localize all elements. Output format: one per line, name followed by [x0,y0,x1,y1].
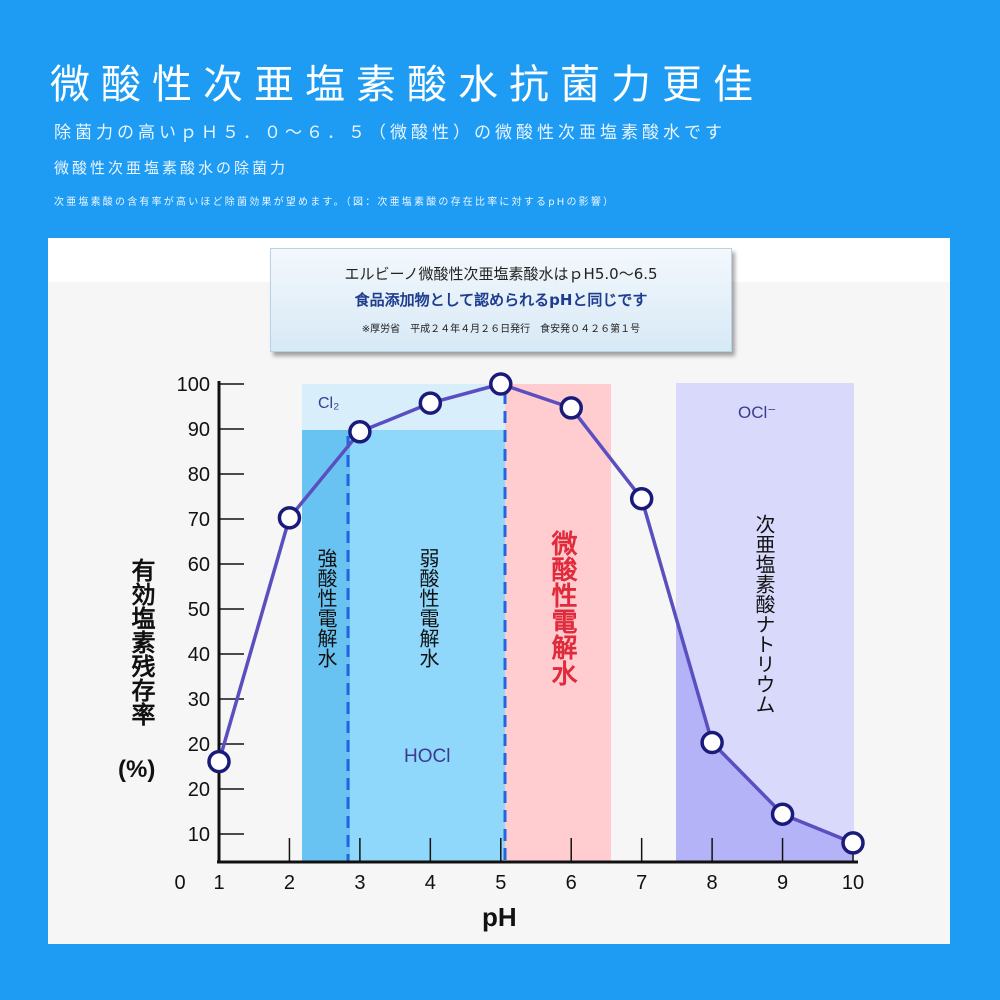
hocl-label: HOCl [404,746,450,767]
x-tick-label: 5 [495,872,506,894]
weak-acid-label: 弱酸性電解水 [416,548,440,668]
strong-acid-zone [302,430,350,862]
data-point [207,749,231,774]
y-tick-label: 90 [188,419,210,441]
ocl-label: OCl⁻ [738,403,776,422]
notice-line-3: ※厚労省 平成２４年４月２６日発行 食安発０４２６第１号 [361,324,641,335]
section-heading: 微酸性次亜塩素酸水の除菌力 [54,159,289,177]
x-tick-label: 9 [777,872,788,894]
x-tick-label: 10 [842,872,864,894]
series-line [217,382,854,845]
data-point [277,506,302,530]
y-tick-label: 40 [188,644,210,666]
x-tick-label: 2 [284,872,295,894]
y-tick-label: 60 [188,554,210,576]
y-tick-label: 100 [177,374,210,396]
page-title: 微酸性次亜塩素酸水抗菌力更佳 [50,62,764,108]
y-tick-label: 30 [188,689,210,711]
data-point [418,391,443,415]
x-tick-label: 4 [425,872,436,894]
micro-acid-zone [505,384,611,862]
data-point [629,486,654,511]
data-point [770,802,795,826]
y-tick-label: 70 [188,509,210,531]
y-ticks: 100 90 80 70 60 50 40 30 20 20 10 [177,374,244,846]
y-axis-unit: (%) [118,756,155,783]
y-tick-label: 50 [188,599,210,621]
data-point [489,372,513,396]
x-tick-label: 7 [636,872,647,894]
x-tick-label: 6 [566,872,577,894]
data-point [841,831,865,855]
data-point [559,396,583,420]
chart-note: 次亜塩素酸の含有率が高いほど除菌効果が望めます。（図：次亜塩素酸の存在比率に対す… [54,197,616,208]
x-axis-title: pH [482,902,517,932]
y-tick-label: 20 [188,734,210,756]
notice-banner: エルビーノ微酸性次亜塩素酸水はｐH5.0～6.5 食品添加物として認められるpH… [270,248,732,352]
x-ticks: 0 1 2 3 4 5 6 7 8 9 10 [174,838,864,894]
data-markers [207,372,865,855]
data-point [348,420,372,444]
strong-acid-label: 強酸性電解水 [314,548,338,668]
y-tick-label: 10 [188,824,210,846]
x-tick-label: 8 [707,872,718,894]
weak-acid-zone [350,430,505,862]
y-tick-label: 80 [188,464,210,486]
x-tick-label: 1 [213,872,224,894]
y-tick-label: 20 [188,779,210,801]
page-subtitle: 除菌力の高いｐＨ５．０～６．５（微酸性）の微酸性次亜塩素酸水です [54,123,726,143]
notice-line-1: エルビーノ微酸性次亜塩素酸水はｐH5.0～6.5 [344,265,658,283]
y-axis-title: 有効塩素残存率 [127,558,155,726]
notice-line-2: 食品添加物として認められるpHと同じです [354,291,648,309]
ocl-area-fill [676,617,853,862]
sodium-label: 次亜塩素酸ナトリウム [752,514,776,714]
micro-acid-label: 微酸性電解水 [547,529,578,686]
x-tick-label: 0 [174,872,185,894]
data-point [700,730,724,755]
x-tick-label: 3 [354,872,365,894]
cl2-label: Cl₂ [318,395,339,412]
